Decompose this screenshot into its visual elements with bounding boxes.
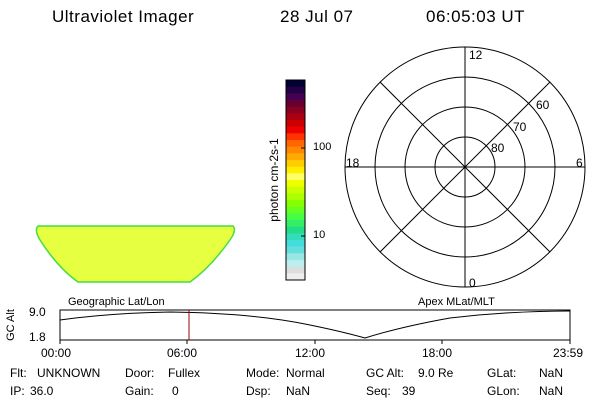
lat-label-60: 60 bbox=[536, 98, 550, 112]
colorbar-segment bbox=[286, 100, 305, 108]
colorbar-segment bbox=[286, 93, 305, 101]
info-flt-value: UNKNOWN bbox=[37, 366, 101, 380]
mlt-label-12: 12 bbox=[469, 48, 483, 62]
lat-label-70: 70 bbox=[513, 120, 527, 134]
colorbar-segment bbox=[286, 186, 305, 194]
info-seq-value: 39 bbox=[402, 384, 416, 398]
colorbar-unit-label: photon cm-2s-1 bbox=[267, 138, 281, 222]
colorbar-segment bbox=[286, 273, 305, 281]
time-tick-label: 06:00 bbox=[167, 346, 198, 360]
colorbar-segment bbox=[286, 226, 305, 234]
altitude-ymax: 9.0 bbox=[29, 305, 46, 319]
altitude-strip bbox=[59, 309, 571, 344]
time-label: 06:05:03 UT bbox=[426, 7, 526, 26]
colorbar-segment bbox=[286, 160, 305, 168]
colorbar-segment bbox=[286, 86, 305, 94]
info-flt-key: Flt: bbox=[10, 366, 27, 380]
colorbar-segment bbox=[286, 233, 305, 241]
colorbar-segment bbox=[286, 133, 305, 141]
time-tick-label: 00:00 bbox=[41, 346, 72, 360]
apex-label: Apex MLat/MLT bbox=[418, 296, 495, 308]
date-label: 28 Jul 07 bbox=[280, 7, 354, 26]
altitude-ylabel: GC Alt bbox=[5, 309, 17, 341]
info-glat-key: GLat: bbox=[487, 366, 517, 380]
colorbar-segment bbox=[286, 200, 305, 208]
info-ip-value: 36.0 bbox=[30, 384, 54, 398]
colorbar-segment bbox=[286, 120, 305, 128]
colorbar-segment bbox=[286, 140, 305, 148]
info-gcalt-key: GC Alt: bbox=[366, 366, 405, 380]
colorbar-segment bbox=[286, 173, 305, 181]
geographic-label: Geographic Lat/Lon bbox=[68, 296, 165, 308]
altitude-ymin: 1.8 bbox=[29, 330, 46, 344]
colorbar-segment bbox=[286, 220, 305, 228]
colorbar-segment bbox=[286, 80, 305, 88]
colorbar-segment bbox=[286, 106, 305, 114]
polar-diagonal-2 bbox=[379, 81, 551, 253]
colorbar-segment bbox=[286, 146, 305, 154]
info-ip-key: IP: bbox=[10, 384, 25, 398]
colorbar-segment bbox=[286, 253, 305, 261]
colorbar-segment bbox=[286, 266, 305, 274]
colorbar-frame bbox=[285, 79, 306, 281]
lat-label-80: 80 bbox=[491, 141, 505, 155]
altitude-curve bbox=[59, 310, 571, 339]
colorbar-label-100: 100 bbox=[313, 141, 332, 153]
info-glat-value: NaN bbox=[539, 366, 564, 380]
colorbar-segment bbox=[286, 213, 305, 221]
info-dsp-value: NaN bbox=[286, 384, 311, 398]
colorbar-segment bbox=[286, 126, 305, 134]
info-gain-value: 0 bbox=[172, 384, 179, 398]
colorbar-segment bbox=[286, 166, 305, 174]
colorbar-segment bbox=[286, 153, 305, 161]
time-tick-label: 18:00 bbox=[422, 346, 453, 360]
info-gcalt-value: 9.0 Re bbox=[418, 366, 454, 380]
info-door-value: Fullex bbox=[168, 366, 201, 380]
colorbar-segment bbox=[286, 113, 305, 121]
uv-image-panel bbox=[35, 225, 236, 283]
colorbar-segment bbox=[286, 260, 305, 268]
polar-plot bbox=[344, 46, 586, 288]
colorbar-segment bbox=[286, 206, 305, 214]
colorbar-segment bbox=[286, 193, 305, 201]
info-gain-key: Gain: bbox=[125, 384, 154, 398]
mlt-label-18: 18 bbox=[346, 156, 360, 170]
colorbar-segment bbox=[286, 246, 305, 254]
info-mode-key: Mode: bbox=[246, 366, 280, 380]
colorbar-segment bbox=[286, 180, 305, 188]
app-title: Ultraviolet Imager bbox=[52, 7, 195, 26]
time-tick-label: 23:59 bbox=[553, 346, 584, 360]
info-glon-key: GLon: bbox=[487, 384, 520, 398]
mlt-label-0: 0 bbox=[469, 276, 476, 290]
altitude-frame bbox=[59, 309, 571, 341]
info-glon-value: NaN bbox=[539, 384, 564, 398]
uv-image bbox=[35, 225, 236, 283]
mlt-label-6: 6 bbox=[576, 156, 583, 170]
colorbar-label-10: 10 bbox=[313, 229, 326, 241]
info-dsp-key: Dsp: bbox=[246, 384, 271, 398]
colorbar-segment bbox=[286, 240, 305, 248]
time-tick-label: 12:00 bbox=[295, 346, 326, 360]
info-mode-value: Normal bbox=[286, 366, 325, 380]
info-seq-key: Seq: bbox=[366, 384, 391, 398]
info-door-key: Door: bbox=[125, 366, 155, 380]
colorbar bbox=[286, 80, 305, 281]
